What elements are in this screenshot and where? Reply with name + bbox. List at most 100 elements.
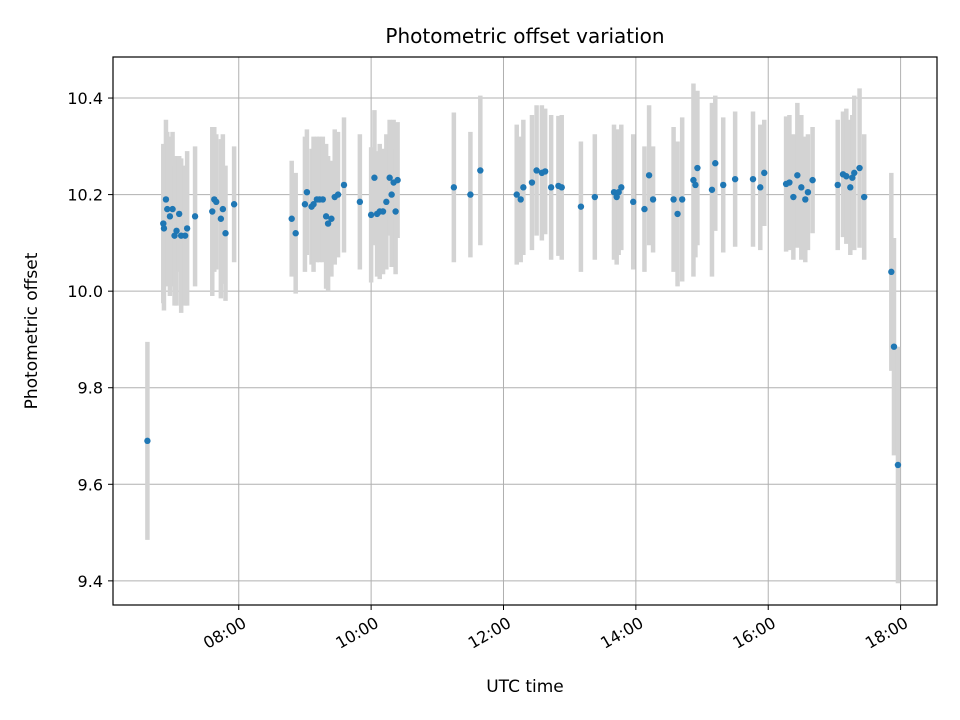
- data-point: [843, 173, 850, 180]
- data-point: [528, 179, 536, 186]
- y-tick-label: 9.6: [78, 475, 103, 494]
- data-point: [191, 213, 199, 220]
- data-point: [630, 198, 637, 206]
- data-point: [392, 208, 399, 215]
- data-point: [181, 232, 189, 239]
- data-point: [222, 230, 229, 237]
- data-point: [690, 176, 697, 184]
- data-point: [849, 174, 856, 181]
- data-point: [761, 169, 768, 177]
- data-point: [649, 196, 657, 203]
- y-axis: 9.4 9.6 9.8 10.0 10.2 10.4: [67, 89, 113, 591]
- data-point: [890, 343, 898, 350]
- data-point: [219, 205, 227, 213]
- data-point: [356, 198, 364, 206]
- data-point: [834, 181, 841, 189]
- y-tick-label: 10.0: [67, 282, 103, 301]
- y-axis-title: Photometric offset: [22, 252, 42, 409]
- data-point: [558, 184, 565, 191]
- data-point: [367, 211, 375, 219]
- data-point: [175, 210, 183, 218]
- data-point: [324, 220, 332, 227]
- data-point: [613, 193, 620, 201]
- data-point: [708, 186, 716, 193]
- data-point: [641, 205, 648, 213]
- data-point: [798, 184, 805, 191]
- data-point: [610, 188, 618, 196]
- data-point: [230, 201, 238, 208]
- data-point: [450, 184, 458, 191]
- data-point: [301, 201, 309, 208]
- chart-title: Photometric offset variation: [385, 24, 664, 48]
- data-point: [162, 196, 170, 203]
- data-point: [388, 191, 395, 198]
- data-point: [288, 215, 295, 222]
- data-point: [809, 176, 816, 184]
- data-point: [757, 184, 764, 191]
- data-point: [591, 193, 599, 201]
- data-point: [670, 196, 677, 203]
- data-point: [894, 461, 902, 469]
- data-point: [160, 220, 167, 227]
- data-point: [860, 193, 868, 201]
- data-point: [209, 208, 216, 215]
- data-point: [394, 176, 401, 184]
- data-point: [477, 167, 484, 174]
- data-point: [802, 196, 809, 203]
- data-point: [794, 172, 801, 179]
- data-point: [144, 437, 151, 445]
- y-tick-label: 10.2: [67, 186, 103, 205]
- data-point: [692, 181, 699, 189]
- data-point: [322, 213, 330, 220]
- data-point: [379, 208, 387, 215]
- data-point: [731, 175, 739, 183]
- data-point: [618, 184, 625, 191]
- data-point: [520, 184, 527, 191]
- data-point: [169, 205, 176, 213]
- data-point: [615, 188, 622, 196]
- data-point: [541, 168, 549, 175]
- data-point: [533, 167, 540, 174]
- data-point: [674, 210, 681, 218]
- data-point: [160, 225, 168, 232]
- data-point: [847, 184, 854, 191]
- data-point: [310, 201, 317, 208]
- data-point: [171, 232, 178, 239]
- data-point: [340, 181, 348, 189]
- data-point: [513, 191, 520, 198]
- data-point: [217, 215, 225, 222]
- data-point: [694, 164, 701, 172]
- data-point: [371, 174, 378, 181]
- data-point: [888, 268, 895, 276]
- data-point: [720, 181, 727, 189]
- data-point: [645, 172, 653, 179]
- data-point: [517, 196, 524, 203]
- data-point: [804, 188, 812, 196]
- data-point: [173, 227, 180, 235]
- data-points: [144, 160, 902, 469]
- data-point: [328, 215, 335, 222]
- data-point: [386, 174, 393, 181]
- data-point: [577, 203, 585, 210]
- data-point: [166, 213, 174, 220]
- data-point: [183, 225, 191, 232]
- data-point: [712, 160, 719, 167]
- y-tick-label: 9.8: [78, 379, 103, 398]
- x-axis-title: UTC time: [486, 677, 564, 697]
- data-point: [856, 164, 863, 172]
- data-point: [213, 198, 220, 206]
- plot-frame: [112, 56, 938, 606]
- data-point: [851, 169, 858, 177]
- data-point: [303, 188, 311, 196]
- data-point: [749, 175, 757, 183]
- data-point: [547, 184, 555, 191]
- data-point: [319, 196, 327, 203]
- data-point: [164, 205, 171, 213]
- data-point: [383, 198, 390, 206]
- data-point: [790, 193, 797, 201]
- y-tick-label: 9.4: [78, 572, 103, 591]
- y-tick-label: 10.4: [67, 89, 103, 108]
- data-point: [292, 230, 299, 237]
- data-point: [786, 179, 793, 186]
